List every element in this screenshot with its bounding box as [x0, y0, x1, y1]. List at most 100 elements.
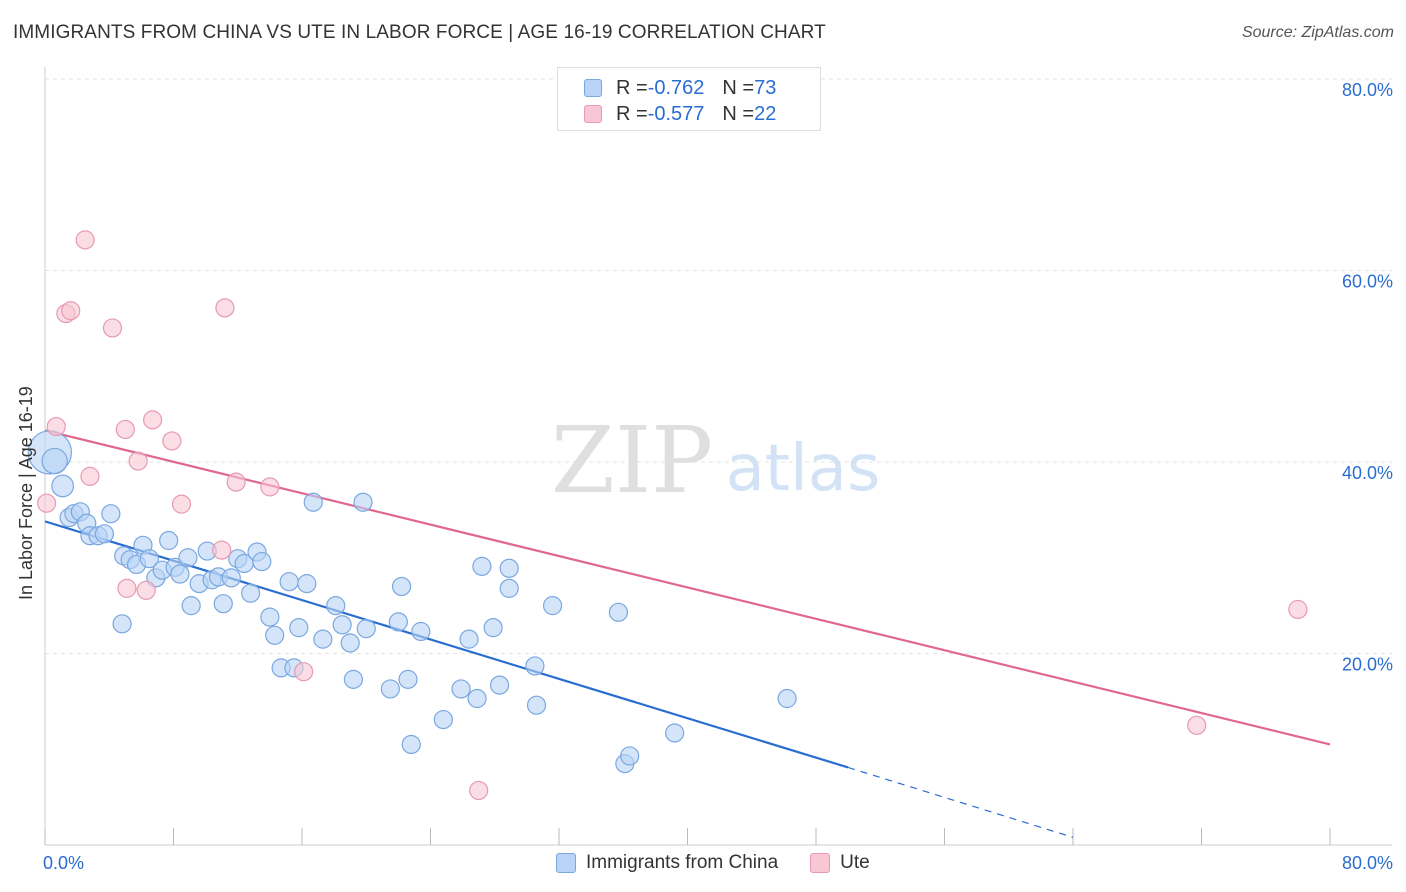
y-axis-label: In Labor Force | Age 16-19	[16, 386, 36, 600]
n-label: N =	[722, 102, 755, 125]
data-point	[178, 548, 198, 568]
data-point	[61, 301, 81, 321]
legend-label: Immigrants from China	[586, 852, 779, 873]
legend-row-ute: R = -0.577 N = 22	[584, 101, 776, 127]
blue-swatch	[556, 853, 576, 873]
data-point	[215, 298, 235, 318]
data-point	[343, 669, 363, 689]
data-point	[80, 466, 100, 486]
data-point	[297, 574, 317, 594]
data-point	[353, 492, 373, 512]
legend-item-immigrants-from-china[interactable]: Immigrants from China	[556, 852, 778, 874]
data-point	[526, 695, 547, 715]
correlation-legend: R = -0.762 N = 73 R = -0.577 N = 22	[557, 67, 821, 131]
data-point	[483, 618, 503, 638]
points-immigrants-from-china	[27, 430, 797, 774]
data-point	[181, 596, 201, 616]
data-point	[289, 618, 309, 638]
data-point	[472, 556, 492, 576]
grid-lines	[45, 78, 1392, 654]
data-point	[46, 416, 66, 437]
trend-line-ute	[44, 429, 1331, 746]
data-point	[326, 596, 346, 616]
data-point	[608, 602, 629, 622]
data-point	[117, 578, 137, 598]
y-tick-label: 20.0%	[1342, 655, 1393, 675]
legend-item-ute[interactable]: Ute	[810, 852, 870, 874]
data-point	[101, 504, 121, 524]
data-point	[303, 492, 323, 512]
data-point	[777, 688, 797, 709]
series-legend: Immigrants from China Ute	[556, 852, 902, 874]
data-point	[41, 447, 68, 475]
trend-line-solid	[44, 520, 849, 769]
watermark: ZIP atlas	[551, 407, 880, 514]
x-tick-label: 0.0%	[43, 853, 84, 873]
pink-swatch	[584, 105, 602, 123]
source-attribution: Source: ZipAtlas.com	[1241, 24, 1394, 41]
data-point	[340, 633, 360, 653]
data-point	[143, 410, 163, 430]
r-value: -0.762	[647, 76, 705, 99]
data-point	[401, 734, 421, 755]
data-point	[260, 607, 280, 627]
data-point	[467, 688, 487, 709]
data-point	[170, 564, 190, 584]
data-point	[159, 530, 179, 551]
data-point	[489, 675, 510, 695]
data-point	[313, 629, 333, 649]
data-point	[1288, 599, 1308, 620]
data-point	[94, 524, 115, 544]
legend-row-immigrants-from-china: R = -0.762 N = 73	[584, 75, 776, 101]
r-label: R =	[616, 102, 648, 125]
data-point	[433, 709, 453, 730]
trend-line-solid	[44, 429, 1331, 746]
n-label: N =	[722, 76, 755, 99]
data-point	[279, 572, 299, 592]
data-point	[398, 669, 418, 689]
data-point	[411, 621, 431, 642]
data-point	[139, 549, 160, 569]
data-point	[1187, 715, 1207, 735]
data-point	[380, 679, 400, 699]
data-point	[212, 540, 232, 560]
data-point	[221, 568, 241, 588]
data-point	[294, 662, 314, 682]
r-label: R =	[616, 76, 648, 99]
data-point	[115, 419, 135, 440]
y-tick-label: 60.0%	[1342, 272, 1393, 292]
data-point	[525, 656, 545, 676]
data-point	[112, 614, 132, 634]
y-tick-label: 80.0%	[1342, 80, 1393, 100]
data-point	[356, 619, 376, 639]
data-point	[451, 679, 471, 699]
blue-swatch	[584, 79, 602, 97]
tick-labels: 20.0% 40.0% 60.0% 80.0% 0.0% 80.0%	[43, 80, 1393, 873]
data-point	[75, 230, 95, 250]
data-point	[542, 596, 563, 616]
trend-line-extrapolated	[847, 766, 1074, 838]
data-point	[136, 580, 156, 600]
data-point	[459, 629, 479, 649]
data-point	[241, 583, 261, 603]
y-tick-label: 40.0%	[1342, 463, 1393, 483]
data-point	[665, 723, 685, 743]
data-point	[499, 558, 519, 578]
data-point	[37, 493, 57, 513]
n-value: 22	[754, 102, 777, 125]
data-point	[252, 551, 272, 572]
r-value: -0.577	[647, 102, 705, 125]
x-tick-label: 80.0%	[1342, 853, 1393, 873]
data-point	[213, 594, 233, 614]
data-point	[620, 746, 640, 766]
data-point	[171, 494, 192, 514]
n-value: 73	[754, 76, 777, 99]
pink-swatch	[810, 853, 831, 873]
watermark-zip: ZIP	[551, 407, 713, 514]
data-point	[391, 576, 412, 597]
data-point	[332, 615, 352, 635]
data-point	[260, 477, 280, 497]
data-point	[162, 431, 182, 451]
data-point	[226, 472, 246, 492]
